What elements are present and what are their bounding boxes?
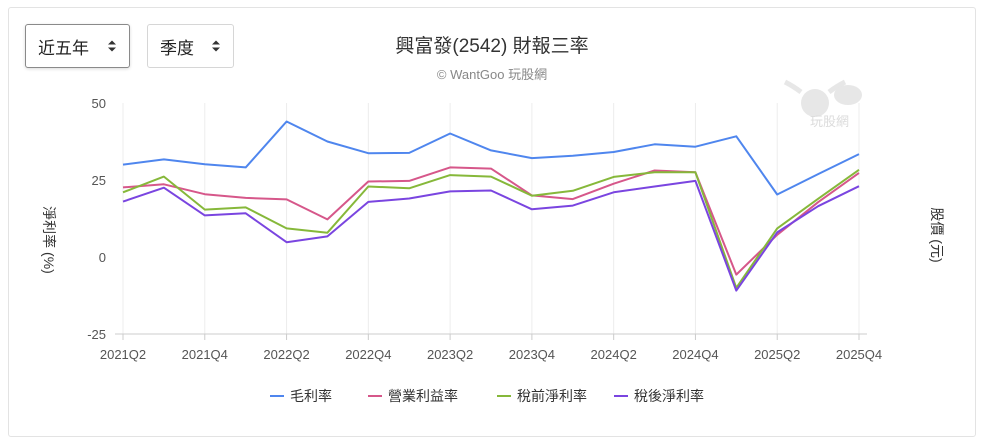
x-tick-label: 2025Q2 (754, 347, 800, 362)
y-tick-label: 25 (92, 173, 106, 188)
x-tick-label: 2024Q2 (591, 347, 637, 362)
legend-label: 稅後淨利率 (634, 388, 704, 404)
x-tick-label: 2024Q4 (672, 347, 718, 362)
x-tick-label: 2021Q4 (182, 347, 228, 362)
watermark-logo: 玩股網 (785, 82, 862, 129)
legend-label: 稅前淨利率 (517, 388, 587, 404)
series-line-3 (123, 170, 859, 288)
legend-item[interactable]: 稅前淨利率 (497, 388, 587, 404)
y2-axis-label: 股價 (元) (929, 207, 945, 262)
series-line-2 (123, 167, 859, 274)
y-tick-label: 0 (99, 250, 106, 265)
legend-label: 營業利益率 (388, 388, 458, 404)
y-tick-label: 50 (92, 96, 106, 111)
chart-title: 興富發(2542) 財報三率 (395, 35, 588, 57)
y-tick-label: -25 (87, 327, 106, 342)
watermark-text: 玩股網 (810, 114, 849, 129)
y-axis-label: 淨利率 (%) (41, 206, 57, 274)
legend-item[interactable]: 稅後淨利率 (614, 388, 704, 404)
x-tick-label: 2023Q4 (509, 347, 555, 362)
chart-subtitle: © WantGoo 玩股網 (437, 67, 547, 82)
x-tick-label: 2025Q4 (836, 347, 882, 362)
x-tick-label: 2022Q4 (345, 347, 391, 362)
x-tick-label: 2021Q2 (100, 347, 146, 362)
legend-label: 毛利率 (290, 388, 332, 404)
ratio-line-chart: 興富發(2542) 財報三率 © WantGoo 玩股網 玩股網 50 25 0 -2… (0, 0, 984, 426)
series-line-1 (123, 122, 859, 195)
legend-item[interactable]: 營業利益率 (368, 388, 458, 404)
x-tick-label: 2023Q2 (427, 347, 473, 362)
x-tick-label: 2022Q2 (263, 347, 309, 362)
legend-item[interactable]: 毛利率 (270, 388, 332, 404)
